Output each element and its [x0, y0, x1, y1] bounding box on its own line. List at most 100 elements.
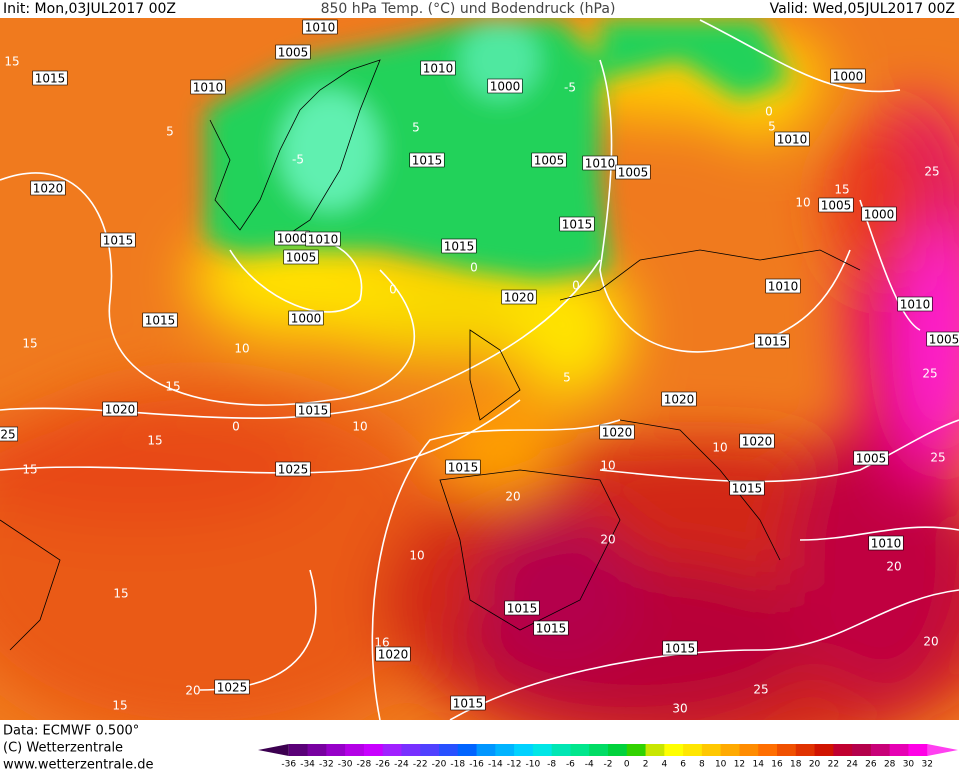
colorbar-swatch	[664, 744, 684, 756]
coastlines	[0, 59, 861, 651]
isobar-label: 1010	[897, 296, 933, 312]
colorbar-swatch	[833, 744, 853, 756]
isotherm-label: 0	[389, 283, 397, 297]
isobar-label-text: 1015	[536, 622, 567, 636]
isobar-label-text: 1010	[585, 157, 616, 171]
isobar-label-text: 1015	[35, 72, 66, 86]
colorbar-label: -14	[488, 760, 503, 770]
colorbar-swatch	[307, 744, 327, 756]
isobar-label-box	[504, 600, 540, 616]
colorbar-swatch	[514, 744, 534, 756]
isobar-label-box	[441, 238, 477, 254]
colorbar-swatch	[870, 744, 891, 756]
colorbar-swatch	[401, 744, 421, 756]
isobar-label: 1000	[861, 206, 897, 222]
isobar-label-box	[487, 78, 523, 94]
isobar-label-box	[531, 152, 567, 168]
colorbar-label: -16	[469, 760, 484, 770]
isobar-label: 1015	[754, 333, 790, 349]
isobar-label: 1010	[582, 155, 618, 171]
isobar-label-text: 1015	[298, 404, 329, 418]
colorbar-label: 26	[865, 760, 877, 770]
colorbar-label: 14	[752, 760, 764, 770]
isobar-label: 1010	[774, 131, 810, 147]
colorbar-label: -20	[432, 760, 447, 770]
isobar-label: 1005	[531, 152, 567, 168]
isobar-label-box	[305, 231, 341, 247]
colorbar-label: -18	[450, 760, 465, 770]
isobar-label-text: 1000	[864, 208, 895, 222]
colorbar-label: 6	[680, 760, 686, 770]
isobar-label: 1005	[275, 44, 311, 60]
colorbar: -36 -34 -32 -30 -28 -26 -24 -22 -20 -18 -16 -14 -12-…	[258, 744, 958, 770]
isobar-label-text: 1010	[871, 537, 902, 551]
isotherm-label: 10	[712, 441, 727, 455]
isobar-label-box	[861, 206, 897, 222]
isobar-label: 1000	[274, 230, 310, 246]
colorbar-label: -26	[375, 760, 390, 770]
colorbar-arrow-left	[258, 744, 289, 756]
isobar-label-text: 1020	[504, 291, 535, 305]
isobar-label-box	[926, 331, 959, 347]
isobar-label: 1020	[501, 289, 537, 305]
isobar-label-text: 1010	[777, 133, 808, 147]
valid-time: Valid: Wed,05JUL2017 00Z	[770, 1, 955, 17]
isobar-label-box	[420, 60, 456, 76]
colorbar-swatch	[814, 744, 834, 756]
colorbar-label: 22	[828, 760, 839, 770]
colorbar-label: -34	[300, 760, 315, 770]
colorbar-swatch	[326, 744, 346, 756]
isobar-label-text: 1020	[664, 393, 695, 407]
isotherm-label: 15	[22, 463, 37, 477]
map: 155-5505-5151025000101515015151051020202…	[0, 18, 959, 720]
isobar-label-box	[190, 79, 226, 95]
isobar-label-box	[275, 461, 311, 477]
isobar-label: 1010	[420, 60, 456, 76]
colorbar-swatch	[551, 744, 571, 756]
colorbar-swatch	[439, 744, 459, 756]
isobar-label: 1015	[142, 312, 178, 328]
isobar-label: 1015	[504, 600, 540, 616]
colorbar-swatch	[795, 744, 816, 756]
isobar-label-text: 1005	[286, 251, 317, 265]
colorbar-swatch	[852, 744, 872, 756]
colorbar-label: -22	[413, 760, 428, 770]
isobar-label-text: 1010	[900, 298, 931, 312]
isobar-label-text: 1020	[378, 648, 409, 662]
isotherm-label: 15	[834, 183, 849, 197]
colorbar-label: -10	[526, 760, 541, 770]
isobar-label-box	[32, 70, 68, 86]
isobar-label-text: 1020	[602, 426, 633, 440]
colorbar-swatch	[476, 744, 496, 756]
isobar-label: 1015	[100, 232, 136, 248]
isobar-label: 1015	[729, 480, 765, 496]
isobar-label: 1000	[487, 78, 523, 94]
isotherm-label: 5	[166, 125, 174, 139]
colorbar-swatch	[457, 744, 478, 756]
isotherm-label: 20	[185, 684, 200, 698]
isotherm-label: 10	[352, 420, 367, 434]
isobar-labels: 1010100510151010101010001000101010201015…	[0, 19, 959, 711]
colorbar-swatch	[532, 744, 553, 756]
colorbar-swatch	[589, 744, 609, 756]
isotherm-label: 0	[765, 105, 773, 119]
copyright: (C) Wetterzentrale	[3, 741, 123, 756]
colorbar-label: -12	[507, 760, 522, 770]
colorbar-swatch	[777, 744, 797, 756]
isobar-label-text: 1000	[833, 70, 864, 84]
isotherm-label: 15	[113, 587, 128, 601]
isobar-label-box	[897, 296, 933, 312]
isobar-label-box	[765, 278, 801, 294]
isobar-label-box	[295, 402, 331, 418]
isotherm-label: 10	[600, 459, 615, 473]
isotherm-label: 5	[768, 120, 776, 134]
colorbar-label: 10	[715, 760, 727, 770]
isobar-label-text: 1020	[33, 182, 64, 196]
colorbar-label: 32	[921, 760, 932, 770]
colorbar-swatch	[889, 744, 909, 756]
isotherm-label: -5	[292, 153, 304, 167]
colorbar-swatch	[908, 744, 928, 756]
isotherm-label: 15	[22, 337, 37, 351]
isobar-label: 1020	[599, 424, 635, 440]
colorbar-swatch	[420, 744, 440, 756]
